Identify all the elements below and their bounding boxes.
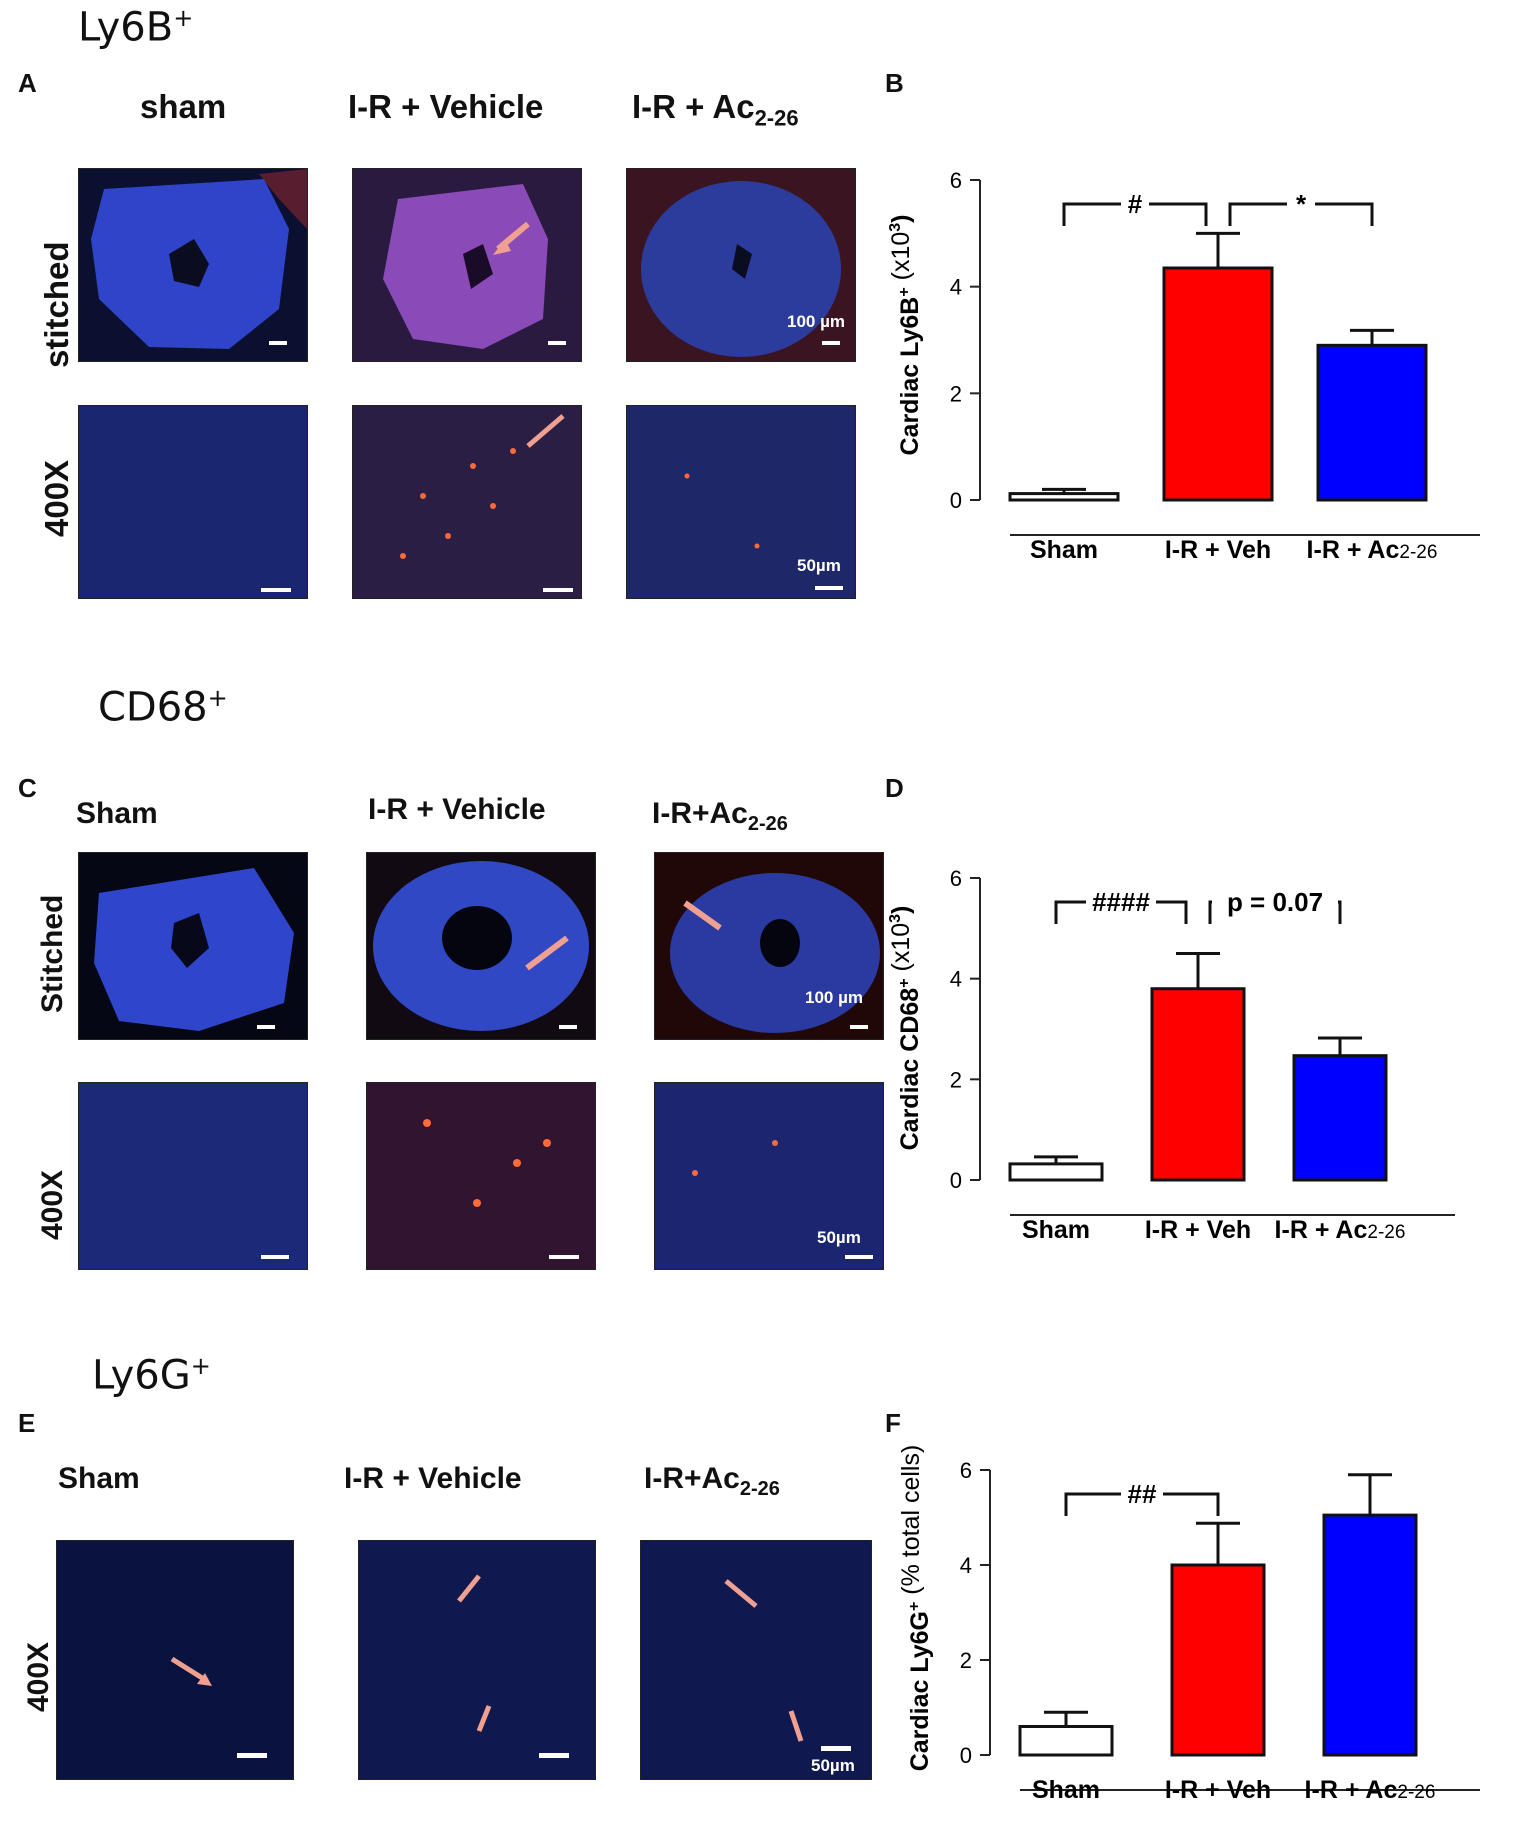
row-label-400x: 400X [36,1169,69,1240]
bar [1018,1725,1114,1757]
bar [1316,343,1428,502]
category-label: I-R + Ac2-26 [1275,1216,1406,1244]
significance-label: ## [1128,1479,1157,1509]
column-label-ir-ac: I-R + Ac2-26 [632,88,799,131]
column-label-sham: sham [140,88,227,125]
bar-chart-f: 0 2 4 6 Sham I-R + Veh I-R + Ac2-26 Cardiac Ly6… [880,1418,1520,1836]
significance-bracket [1208,900,1212,924]
column-label-sham: Sham [76,797,158,830]
micrograph-ac-stitched: 100 µm [626,168,856,362]
column-label-ir-ac: I-R+Ac2-26 [652,797,788,835]
significance-bracket [1064,1492,1121,1516]
micrograph-vehicle-400x [366,1082,596,1270]
bar [1150,987,1246,1182]
y-tick-label: 0 [950,488,962,513]
significance-bracket [1149,202,1208,226]
y-tick-label: 4 [950,275,962,300]
bar [1008,492,1120,502]
y-tick-label: 2 [950,381,962,406]
column-label-sham: Sham [58,1462,140,1495]
panel-letter-a: A [18,68,37,98]
significance-bracket [1315,202,1374,226]
micrograph-vehicle-stitched [352,168,582,362]
category-label: I-R + Veh [1165,1776,1271,1804]
significance-bracket [1163,1492,1220,1516]
micrograph-ac-400x: 50µm [640,1540,872,1780]
section-title-cd68: CD68+ [98,684,228,731]
row-label-400x: 400X [22,1641,55,1712]
y-axis-label: Cardiac CD68+ (x103) [887,906,924,1151]
row-label-stitched: Stitched [36,894,69,1013]
row-label-400x: 400X [38,459,75,537]
category-label: I-R + Ac2-26 [1305,1776,1436,1804]
micrograph-sham-400x [56,1540,294,1780]
y-tick-label: 0 [960,1743,972,1768]
bar [1322,1513,1418,1757]
y-tick-label: 4 [960,1553,972,1578]
significance-bracket [1156,900,1188,924]
micrograph-ac-400x: 50µm [626,405,856,599]
scale-label-100um: 100 µm [805,988,863,1007]
y-tick-label: 4 [950,967,962,992]
category-label: Sham [1032,1776,1100,1804]
scale-label-100um: 100 µm [787,312,845,331]
significance-label: # [1128,189,1143,219]
section-title-ly6b: Ly6B+ [78,4,194,51]
micrograph-vehicle-stitched [366,852,596,1040]
bar [1162,266,1274,502]
significance-label: #### [1092,887,1150,917]
significance-bracket [1228,202,1287,226]
micrograph-sham-400x [78,405,308,599]
column-label-ir-ac: I-R+Ac2-26 [644,1462,780,1500]
micrograph-sham-stitched [78,168,308,362]
bar-chart-b: 0 2 4 6 Sham I-R + Veh I-R + Ac2-26 Cardiac Ly6… [880,150,1520,590]
category-label: I-R + Ac2-26 [1307,536,1438,564]
panel-letter-d: D [885,773,904,803]
section-title-ly6g: Ly6G+ [92,1352,211,1399]
row-label-stitched: stitched [38,241,75,368]
panel-letter-c: C [18,773,37,803]
panel-letter-b: B [885,68,904,98]
y-tick-label: 2 [950,1067,962,1092]
micrograph-sham-stitched [78,852,308,1040]
scale-label-50um: 50µm [797,556,841,575]
column-label-ir-vehicle: I-R + Vehicle [368,793,546,826]
category-label: Sham [1030,536,1098,564]
column-label-ir-vehicle: I-R + Vehicle [344,1462,522,1495]
category-label: Sham [1022,1216,1090,1244]
micrograph-vehicle-400x [358,1540,596,1780]
bar [1008,1162,1104,1182]
significance-bracket [1062,202,1121,226]
category-label: I-R + Veh [1145,1216,1251,1244]
panel-letter-e: E [18,1408,36,1438]
y-tick-label: 0 [950,1168,962,1193]
y-axis-label: Cardiac Ly6B+ (x103) [887,214,924,455]
y-tick-label: 6 [960,1458,972,1483]
scale-label-50um: 50µm [811,1756,855,1775]
category-label: I-R + Veh [1165,536,1271,564]
micrograph-vehicle-400x [352,405,582,599]
bar [1170,1563,1266,1757]
y-tick-label: 6 [950,866,962,891]
y-tick-label: 6 [950,168,962,193]
significance-bracket [1338,900,1342,924]
scale-label-50um: 50µm [817,1228,861,1247]
significance-label: p = 0.07 [1227,887,1323,917]
micrograph-sham-400x [78,1082,308,1270]
micrograph-ac-400x: 50µm [654,1082,884,1270]
significance-label: * [1296,189,1307,219]
significance-bracket [1054,900,1086,924]
bar [1292,1054,1388,1182]
panel-letter-f: F [885,1408,901,1438]
column-label-ir-vehicle: I-R + Vehicle [348,88,544,125]
bar-chart-d: 0 2 4 6 Sham I-R + Veh I-R + Ac2-26 Cardiac CD6… [880,848,1520,1288]
y-axis-label: Cardiac Ly6G+ (% total cells) [897,1445,934,1772]
micrograph-ac-stitched: 100 µm [654,852,884,1040]
y-tick-label: 2 [960,1648,972,1673]
